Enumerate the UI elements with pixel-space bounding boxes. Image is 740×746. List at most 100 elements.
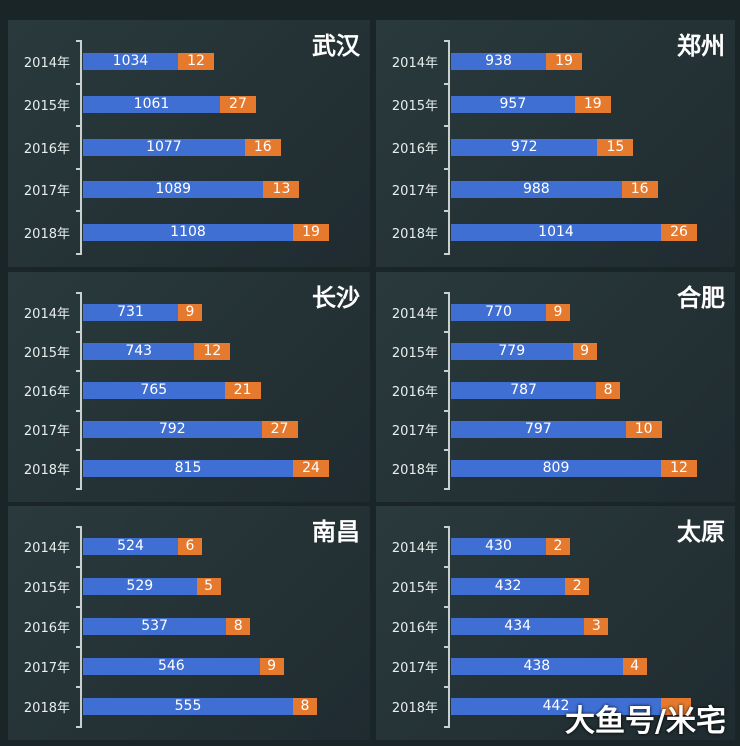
- year-label: 2014年: [23, 541, 70, 556]
- y-axis-tick: [76, 253, 82, 255]
- year-label: 2017年: [23, 661, 70, 676]
- y-axis-tick: [76, 167, 82, 170]
- population-bar: 731: [83, 303, 178, 321]
- y-axis-tick: [444, 125, 450, 128]
- increase-bar: 12: [194, 342, 231, 360]
- y-axis-tick: [76, 448, 82, 451]
- year-label: 2016年: [391, 141, 438, 157]
- year-label: 2015年: [23, 581, 70, 596]
- panel-5: 太原 2014年 430 2 2015年 432 2 2016年 434 3 2017年 438 4 20…: [376, 506, 735, 740]
- watermark: 大鱼号/米宅: [565, 704, 726, 739]
- increase-bar: 5: [196, 578, 221, 595]
- population-bar: 432: [451, 578, 566, 595]
- population-bar: 743: [83, 342, 195, 360]
- population-bar: 957: [451, 95, 575, 113]
- increase-bar: 16: [621, 181, 658, 199]
- population-bar: 988: [451, 181, 622, 199]
- year-label: 2018年: [23, 701, 70, 716]
- y-axis-tick: [444, 726, 450, 728]
- year-label: 2018年: [23, 463, 70, 479]
- year-label: 2017年: [23, 184, 70, 200]
- population-bar: 787: [451, 382, 597, 399]
- y-axis-tick: [444, 40, 450, 42]
- increase-bar: 27: [219, 95, 256, 113]
- increase-bar: 27: [261, 421, 298, 439]
- y-axis-tick: [76, 370, 82, 373]
- increase-bar: 16: [244, 138, 281, 156]
- population-bar: 1089: [83, 181, 264, 199]
- population-bar: 1014: [451, 223, 661, 241]
- population-bar: 434: [451, 618, 585, 635]
- y-axis-line: [448, 40, 450, 253]
- population-bar: 972: [451, 138, 598, 156]
- increase-bar: 21: [224, 382, 261, 399]
- year-label: 2014年: [391, 306, 438, 322]
- increase-bar: [661, 698, 691, 715]
- population-bar: 438: [451, 658, 623, 675]
- y-axis-tick: [444, 82, 450, 85]
- y-axis-tick: [76, 40, 82, 42]
- y-axis-tick: [76, 606, 82, 608]
- population-bar: 779: [451, 342, 573, 360]
- year-label: 2016年: [23, 385, 70, 400]
- population-bar: 546: [83, 658, 260, 675]
- year-label: 2014年: [391, 56, 438, 72]
- panel-title: 南昌: [312, 518, 360, 546]
- population-bar: 1061: [83, 95, 220, 113]
- panel-title: 合肥: [677, 284, 725, 312]
- panel-3: 合肥 2014年 770 9 2015年 779 9 2016年 787 8 2017年 797 10 2…: [376, 272, 735, 502]
- y-axis-tick: [76, 409, 82, 412]
- y-axis-tick: [444, 370, 450, 373]
- population-bar: 815: [83, 460, 293, 478]
- increase-bar: 9: [259, 658, 284, 675]
- year-label: 2015年: [391, 581, 438, 596]
- population-bar: 529: [83, 578, 197, 595]
- population-bar: 792: [83, 421, 262, 439]
- population-bar: 938: [451, 53, 546, 71]
- population-bar: 1077: [83, 138, 245, 156]
- y-axis-tick: [76, 686, 82, 688]
- y-axis-line: [448, 526, 450, 726]
- y-axis-tick: [444, 292, 450, 294]
- y-axis-tick: [444, 331, 450, 334]
- increase-bar: 9: [546, 303, 570, 321]
- y-axis-tick: [444, 526, 450, 528]
- year-label: 2016年: [23, 621, 70, 636]
- y-axis-tick: [444, 448, 450, 451]
- y-axis-line: [80, 526, 82, 726]
- population-bar: 555: [83, 698, 293, 715]
- increase-bar: 4: [622, 658, 647, 675]
- year-label: 2018年: [391, 701, 438, 716]
- y-axis-tick: [444, 210, 450, 213]
- y-axis-tick: [76, 646, 82, 648]
- year-label: 2017年: [391, 424, 438, 440]
- y-axis-tick: [444, 686, 450, 688]
- y-axis-line: [448, 292, 450, 488]
- increase-bar: 12: [178, 53, 214, 71]
- increase-bar: 8: [596, 382, 621, 399]
- y-axis-tick: [76, 210, 82, 213]
- increase-bar: 6: [178, 538, 202, 555]
- increase-bar: 9: [178, 303, 202, 321]
- population-bar: 797: [451, 421, 626, 439]
- panel-title: 武汉: [312, 32, 360, 60]
- population-bar: 524: [83, 538, 178, 555]
- population-bar: 537: [83, 618, 227, 635]
- y-axis-tick: [444, 566, 450, 568]
- population-bar: 1034: [83, 53, 178, 71]
- increase-bar: 19: [574, 95, 611, 113]
- y-axis-tick: [444, 167, 450, 170]
- y-axis-tick: [444, 409, 450, 412]
- increase-bar: 3: [584, 618, 609, 635]
- increase-bar: 2: [565, 578, 590, 595]
- year-label: 2015年: [391, 98, 438, 114]
- y-axis-line: [80, 40, 82, 253]
- increase-bar: 15: [597, 138, 634, 156]
- increase-bar: 12: [661, 460, 697, 478]
- y-axis-tick: [76, 488, 82, 490]
- panel-4: 南昌 2014年 524 6 2015年 529 5 2016年 537 8 2017年 546 9 20…: [8, 506, 370, 740]
- year-label: 2015年: [23, 345, 70, 361]
- y-axis-tick: [444, 646, 450, 648]
- year-label: 2014年: [23, 56, 70, 72]
- panel-0: 武汉 2014年 1034 12 2015年 1061 27 2016年 1077 16 2017年…: [8, 20, 370, 267]
